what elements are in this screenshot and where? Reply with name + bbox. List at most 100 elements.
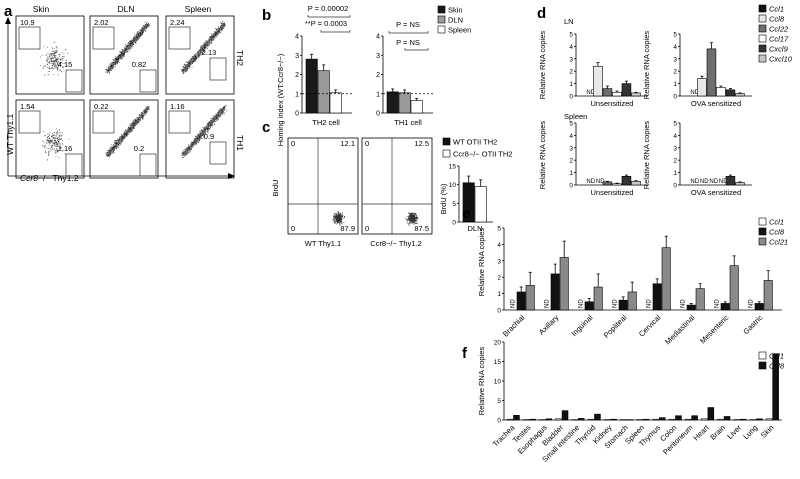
event-dot xyxy=(126,131,128,133)
event-dot xyxy=(112,147,113,149)
event-dot xyxy=(335,219,337,221)
event-dot xyxy=(108,150,110,152)
event-dot xyxy=(341,216,343,218)
event-dot xyxy=(185,66,187,68)
event-dot xyxy=(55,57,57,59)
event-dot xyxy=(223,109,225,111)
event-dot xyxy=(413,215,415,216)
event-dot xyxy=(222,26,224,28)
event-dot xyxy=(58,144,60,146)
event-dot xyxy=(208,42,210,44)
event-dot xyxy=(213,117,215,119)
bar xyxy=(652,283,662,311)
event-dot xyxy=(126,134,128,136)
event-dot xyxy=(333,212,335,214)
event-dot xyxy=(143,26,145,28)
event-dot xyxy=(48,152,50,154)
event-dot xyxy=(185,70,187,72)
event-dot xyxy=(219,110,220,112)
y-tick-label: 5 xyxy=(569,32,573,39)
bar xyxy=(723,416,731,421)
y-tick-label: 2 xyxy=(295,72,299,79)
event-dot xyxy=(111,148,113,150)
event-dot xyxy=(45,65,47,67)
event-dot xyxy=(184,67,186,69)
event-dot xyxy=(117,144,119,146)
event-dot xyxy=(138,115,140,117)
event-dot xyxy=(217,118,219,120)
event-dot xyxy=(59,132,61,134)
event-dot xyxy=(211,122,213,124)
event-dot xyxy=(193,57,195,59)
event-dot xyxy=(185,149,187,151)
event-dot xyxy=(211,36,213,38)
event-dot xyxy=(108,66,110,68)
event-dot xyxy=(212,39,214,41)
event-dot xyxy=(109,148,111,150)
event-dot xyxy=(335,219,337,221)
event-dot xyxy=(119,58,121,60)
y-tick-label: 0 xyxy=(673,94,677,101)
event-dot xyxy=(45,54,47,56)
event-dot xyxy=(54,60,56,61)
event-dot xyxy=(123,53,125,55)
event-dot xyxy=(183,71,185,73)
event-dot xyxy=(47,62,49,64)
bar xyxy=(765,418,773,421)
event-dot xyxy=(143,24,145,26)
event-dot xyxy=(147,26,149,28)
event-dot xyxy=(57,57,58,59)
event-dot xyxy=(182,152,184,154)
event-dot xyxy=(127,133,129,135)
facs-frame xyxy=(361,137,433,235)
event-dot xyxy=(53,62,55,64)
event-dot xyxy=(56,60,58,61)
y-tick-label: 0 xyxy=(295,111,299,118)
event-dot xyxy=(112,64,114,65)
event-dot xyxy=(211,119,213,121)
event-dot xyxy=(202,46,204,48)
event-dot xyxy=(211,36,213,38)
d-ylabel: Relative RNA copies xyxy=(642,121,651,190)
event-dot xyxy=(53,54,55,56)
event-dot xyxy=(52,145,53,147)
gate-lower-right xyxy=(65,69,83,93)
event-dot xyxy=(220,114,221,116)
bar xyxy=(506,418,514,421)
x-tick-label: Mesenteric xyxy=(698,313,730,345)
event-dot xyxy=(214,33,216,35)
event-dot xyxy=(118,140,120,142)
event-dot xyxy=(129,43,131,44)
event-dot xyxy=(147,111,149,113)
event-dot xyxy=(200,137,202,139)
event-dot xyxy=(207,128,209,129)
event-dot xyxy=(212,35,214,37)
event-dot xyxy=(205,42,207,44)
event-dot xyxy=(196,138,198,140)
event-dot xyxy=(42,67,44,69)
event-dot xyxy=(115,144,117,146)
event-dot xyxy=(218,29,220,31)
bar xyxy=(386,91,399,114)
event-dot xyxy=(117,139,119,141)
event-dot xyxy=(107,151,109,153)
event-dot xyxy=(127,51,129,53)
event-dot xyxy=(112,147,114,149)
event-dot xyxy=(131,124,133,126)
event-dot xyxy=(189,144,191,146)
event-dot xyxy=(219,30,221,32)
y-tick-label: 2 xyxy=(673,158,677,165)
event-dot xyxy=(112,68,114,70)
event-dot xyxy=(338,220,340,222)
event-dot xyxy=(218,116,220,118)
event-dot xyxy=(132,122,133,124)
event-dot xyxy=(136,32,138,34)
quadrant-ur: 12.5 xyxy=(414,139,429,148)
nd-label: ND xyxy=(579,299,585,308)
event-dot xyxy=(106,69,107,71)
event-dot xyxy=(122,54,124,56)
event-dot xyxy=(337,219,339,221)
row-title-th1: TH1 xyxy=(235,135,245,151)
